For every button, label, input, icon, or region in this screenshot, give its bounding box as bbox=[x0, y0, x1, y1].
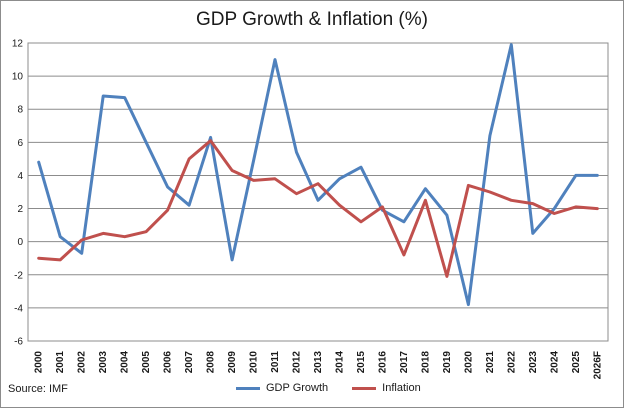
source-note: Source: IMF bbox=[8, 383, 68, 395]
y-tick-label: 2 bbox=[17, 204, 23, 215]
legend-label-inflation: Inflation bbox=[382, 382, 421, 394]
y-tick-label: 4 bbox=[17, 171, 23, 182]
series-line-inflation bbox=[37, 139, 599, 278]
x-tick-label: 2023 bbox=[528, 351, 539, 374]
legend-swatch-inflation bbox=[352, 386, 377, 390]
y-tick-label: -6 bbox=[14, 337, 23, 348]
x-tick-label: 2020 bbox=[463, 351, 474, 374]
legend-item-inflation: Inflation bbox=[352, 382, 421, 394]
y-tick-label: 0 bbox=[17, 237, 23, 248]
x-tick-label: 2017 bbox=[399, 351, 410, 374]
y-tick-label: 12 bbox=[12, 39, 24, 50]
x-tick-label: 2022 bbox=[506, 351, 517, 374]
legend-swatch-gdp-growth bbox=[236, 386, 260, 390]
plot-area bbox=[27, 42, 609, 342]
x-tick-label: 2025 bbox=[571, 351, 582, 374]
chart-title: GDP Growth & Inflation (%) bbox=[196, 9, 428, 30]
x-tick-label: 2026F bbox=[592, 351, 603, 379]
legend-item-gdp-growth: GDP Growth bbox=[236, 382, 328, 394]
y-tick-label: 6 bbox=[17, 138, 23, 149]
x-tick-label: 2004 bbox=[120, 351, 131, 374]
x-tick-label: 2010 bbox=[249, 351, 260, 374]
x-tick-label: 2021 bbox=[485, 351, 496, 374]
x-tick-label: 2011 bbox=[270, 351, 281, 373]
x-tick-label: 2008 bbox=[206, 351, 217, 374]
x-tick-label: 2013 bbox=[313, 351, 324, 374]
x-tick-label: 2024 bbox=[549, 351, 560, 374]
x-tick-label: 2018 bbox=[420, 351, 431, 374]
x-tick-label: 2015 bbox=[356, 351, 367, 374]
x-tick-label: 2012 bbox=[292, 351, 303, 374]
y-tick-label: -2 bbox=[14, 270, 23, 281]
x-tick-label: 2019 bbox=[442, 351, 453, 374]
x-tick-label: 2000 bbox=[34, 351, 45, 374]
x-tick-label: 2002 bbox=[77, 351, 88, 374]
legend: GDP Growth Inflation bbox=[236, 382, 445, 394]
legend-label-gdp-growth: GDP Growth bbox=[266, 382, 329, 394]
x-tick-label: 2003 bbox=[98, 351, 109, 374]
x-tick-label: 2006 bbox=[163, 351, 174, 374]
x-tick-label: 2007 bbox=[184, 351, 195, 374]
y-tick-label: 8 bbox=[17, 105, 23, 116]
series-line-gdp-growth bbox=[37, 43, 599, 307]
y-tick-label: -4 bbox=[14, 303, 23, 314]
x-tick-label: 2014 bbox=[334, 351, 345, 374]
x-tick-label: 2016 bbox=[377, 351, 388, 374]
x-tick-label: 2001 bbox=[55, 351, 66, 374]
x-tick-label: 2005 bbox=[141, 351, 152, 374]
y-tick-label: 10 bbox=[12, 72, 24, 83]
x-tick-label: 2009 bbox=[227, 351, 238, 374]
